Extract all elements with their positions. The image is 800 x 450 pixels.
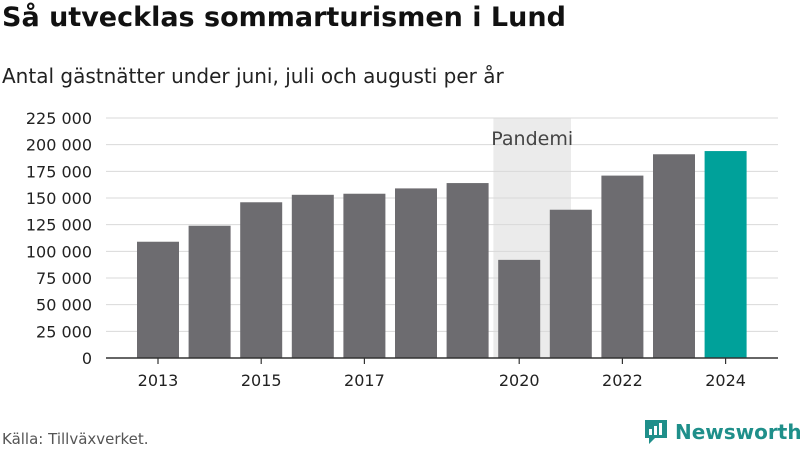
bar-2014 bbox=[188, 225, 231, 358]
y-tick-label: 100 000 bbox=[26, 242, 92, 261]
source-note: Källa: Tillväxverket. bbox=[2, 430, 149, 448]
newsworthy-logo[interactable]: Newsworthy bbox=[643, 418, 800, 446]
x-tick-label: 2015 bbox=[241, 371, 282, 390]
x-tick-label: 2020 bbox=[499, 371, 540, 390]
y-tick-label: 225 000 bbox=[26, 109, 92, 128]
bar-2021 bbox=[549, 209, 592, 358]
bar-2013 bbox=[137, 241, 179, 358]
y-tick-label: 150 000 bbox=[26, 189, 92, 208]
pandemic-label: Pandemi bbox=[491, 128, 573, 150]
x-tick-label: 2013 bbox=[138, 371, 179, 390]
y-tick-label: 175 000 bbox=[26, 162, 92, 181]
x-tick-label: 2022 bbox=[602, 371, 643, 390]
bar-2017 bbox=[343, 193, 386, 358]
bar-2015 bbox=[240, 202, 283, 358]
y-tick-label: 25 000 bbox=[36, 322, 92, 341]
y-tick-label: 0 bbox=[82, 349, 92, 368]
y-tick-label: 200 000 bbox=[26, 136, 92, 155]
chart-subtitle: Antal gästnätter under juni, juli och au… bbox=[2, 64, 504, 88]
bar-2018 bbox=[395, 188, 437, 358]
chart-title: Så utvecklas sommarturismen i Lund bbox=[2, 2, 566, 33]
bar-2024 bbox=[704, 151, 747, 358]
bar-2016 bbox=[291, 194, 334, 358]
x-tick-label: 2024 bbox=[705, 371, 746, 390]
y-tick-label: 125 000 bbox=[26, 216, 92, 235]
y-tick-label: 50 000 bbox=[36, 296, 92, 315]
bar-2023 bbox=[653, 154, 695, 358]
bar-2022 bbox=[601, 175, 644, 358]
newsworthy-logo-icon bbox=[645, 420, 667, 444]
x-tick-label: 2017 bbox=[344, 371, 385, 390]
newsworthy-logo-text: Newsworthy bbox=[675, 420, 800, 444]
y-tick-label: 75 000 bbox=[36, 269, 92, 288]
bar-2020 bbox=[498, 259, 541, 358]
bar-2019 bbox=[446, 183, 489, 358]
